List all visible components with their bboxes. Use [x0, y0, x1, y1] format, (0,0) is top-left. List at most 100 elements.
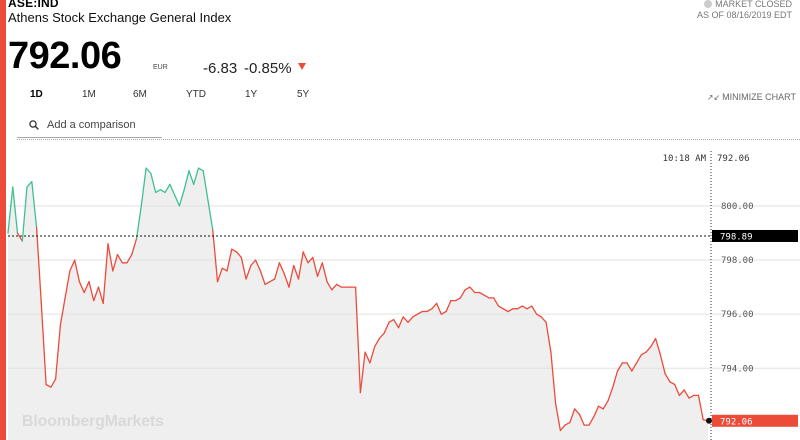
price-line-segment-17	[88, 281, 95, 302]
price-line-segment-107	[516, 305, 523, 310]
bloomberg-markets-logo: BloombergMarkets	[22, 413, 164, 430]
price-line-segment-45	[221, 267, 228, 272]
price-line-segment-34	[169, 183, 176, 196]
price-line-segment-35	[174, 194, 181, 207]
price-line-segment-47	[231, 248, 238, 253]
previous-close-label: 798.89	[720, 232, 753, 242]
price-line-segment-18	[93, 286, 100, 302]
price-line-segment-126	[607, 386, 614, 402]
price-line-segment-114	[550, 351, 557, 405]
last-price-badge	[712, 414, 798, 427]
price-line-segment-116	[559, 424, 566, 432]
market-status-label: MARKET CLOSED	[715, 0, 792, 9]
down-triangle-icon	[298, 63, 306, 70]
price-line-segment-9	[50, 378, 57, 388]
price-line-segment-28	[140, 167, 147, 207]
tab-1m[interactable]: 1M	[82, 89, 96, 100]
price-line-segment-29	[145, 167, 152, 175]
price-line-segment-119	[574, 408, 581, 415]
comparison-input[interactable]	[47, 117, 159, 133]
price-line-segment-8	[45, 383, 52, 388]
price-line-segment-19	[97, 286, 104, 305]
price-line-segment-102	[493, 297, 500, 307]
price-line-segment-40	[197, 167, 204, 172]
price-line-segment-5	[31, 180, 38, 229]
tab-5y[interactable]: 5Y	[297, 89, 310, 100]
price-line-segment-33	[164, 183, 171, 194]
price-line-segment-84	[407, 316, 414, 323]
last-price-label: 792.06	[720, 417, 753, 427]
price-line-segment-122	[588, 416, 595, 426]
price-line-segment-6	[35, 226, 42, 305]
market-status: MARKET CLOSED	[704, 0, 792, 9]
price-line-segment-124	[597, 405, 604, 410]
price-line-segment-75	[364, 351, 371, 364]
price-line-segment-64	[312, 256, 319, 277]
search-icon	[29, 120, 39, 130]
price-line-segment-130	[626, 362, 633, 372]
price-line-segment-23	[116, 253, 123, 264]
header-divider	[17, 139, 800, 140]
price-line-segment-74	[359, 351, 366, 394]
price-line-segment-133	[640, 351, 647, 356]
tab-1d[interactable]: 1D	[30, 89, 43, 100]
hover-time-label: 10:18 AM	[663, 154, 707, 164]
price-line-segment-85	[412, 313, 419, 318]
last-price-marker	[706, 417, 712, 424]
price-line-segment-42	[207, 199, 214, 231]
price-line-segment-32	[159, 189, 166, 194]
as-of-timestamp: AS OF 08/16/2019 EDT	[696, 10, 792, 20]
y-tick-label-1: 798.00	[721, 256, 754, 266]
price-line-segment-49	[240, 256, 247, 280]
index-name: Athens Stock Exchange General Index	[8, 10, 232, 25]
price-line-segment-118	[569, 408, 576, 424]
price-line-segment-66	[321, 262, 328, 283]
price-line-segment-1	[12, 186, 19, 234]
price-line-segment-73	[354, 286, 362, 394]
price-line-segment-12	[64, 270, 71, 299]
price-line-segment-86	[416, 310, 423, 315]
tab-ytd[interactable]: YTD	[186, 89, 206, 100]
price-line-segment-99	[478, 291, 485, 296]
price-line-segment-60	[293, 264, 300, 280]
price-line-segment-26	[131, 237, 138, 256]
price-line-segment-51	[250, 259, 257, 267]
price-line-segment-125	[602, 400, 609, 410]
price-line-segment-88	[426, 308, 433, 313]
price-line-segment-96	[464, 286, 471, 291]
price-line-segment-91	[440, 310, 447, 315]
price-line-segment-131	[631, 362, 638, 372]
minimize-chart-button[interactable]: ↗↙ MINIMIZE CHART	[707, 92, 796, 102]
price-line-segment-83	[402, 316, 409, 323]
price-line-segment-43	[212, 229, 219, 283]
price-line-segment-3	[21, 186, 28, 242]
price-line-segment-44	[216, 267, 223, 283]
price-change: -6.83	[203, 60, 238, 77]
price-line-segment-69	[335, 283, 342, 288]
tab-1y[interactable]: 1Y	[245, 89, 258, 100]
price-line-segment-136	[654, 337, 662, 356]
price-line-segment-63	[307, 256, 314, 264]
price-line-segment-50	[245, 264, 252, 280]
price-line-segment-77	[374, 337, 381, 348]
price-chart[interactable]: 800.00 798.00 796.00 794.00 798.89 792.06 10:1…	[0, 141, 800, 440]
minimize-chart-label: MINIMIZE CHART	[722, 92, 796, 102]
price-line-segment-57	[278, 262, 285, 275]
price-change-percent: -0.85%	[244, 60, 292, 77]
price-line-segment-76	[369, 345, 376, 364]
price-line-segment-54	[264, 281, 271, 286]
price-line-segment-127	[612, 370, 619, 388]
price-line-segment-141	[678, 389, 685, 397]
tab-6m[interactable]: 6M	[133, 89, 147, 100]
price-line-segment-62	[302, 251, 309, 264]
price-line-segment-112	[540, 316, 547, 323]
price-line-segment-27	[135, 205, 142, 240]
y-tick-label-3: 794.00	[721, 364, 754, 374]
price-line-segment-37	[183, 170, 190, 191]
price-line-segment-140	[674, 383, 681, 397]
price-line-segment-15	[78, 281, 85, 294]
price-line-segment-53	[259, 270, 266, 286]
ticker-symbol: ASE:IND	[8, 0, 59, 10]
price-line-segment-95	[459, 289, 466, 299]
price-line-segment-134	[645, 345, 652, 353]
